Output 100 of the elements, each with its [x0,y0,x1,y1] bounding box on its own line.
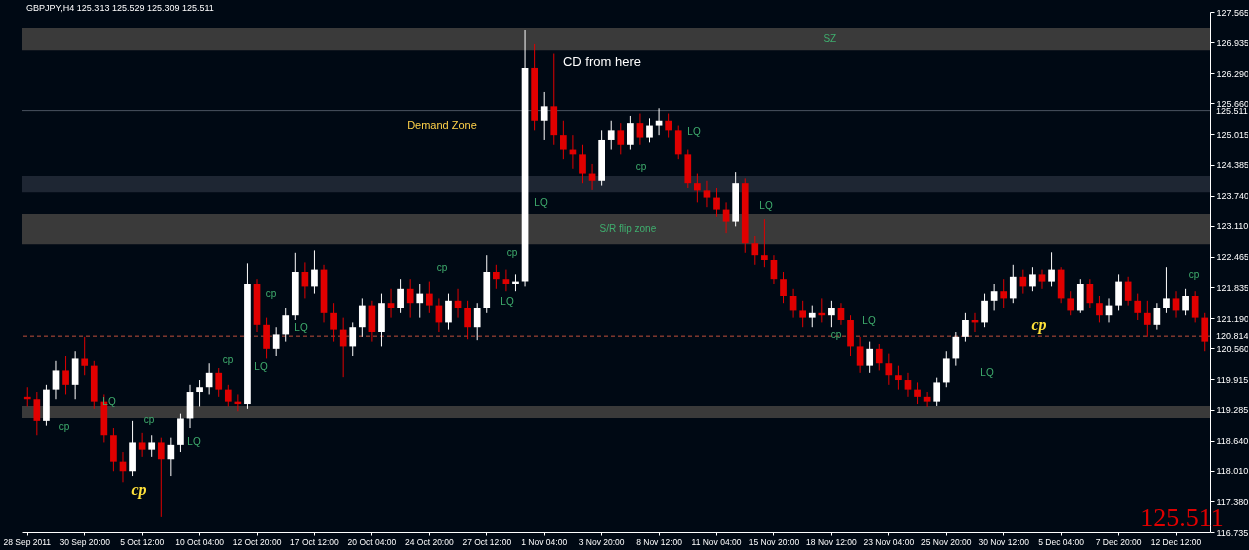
candlestick [492,264,500,290]
annotation: cp [1188,269,1200,280]
annotation: cp [506,247,518,258]
annotation: LQ [500,296,514,307]
candlestick [722,201,730,234]
candlestick [837,302,845,326]
candlestick [1182,288,1189,316]
y-tick-label: 123.740 [1216,191,1249,202]
candlestick [636,113,644,146]
candlestick [990,283,998,311]
x-tick-label: 12 Oct 20:00 [232,536,282,547]
x-tick-label: 23 Nov 04:00 [863,536,915,547]
annotation: CD from here [562,54,642,69]
x-tick-label: 5 Dec 04:00 [1038,536,1085,547]
candlestick [205,362,213,395]
annotation: cp [436,262,448,273]
y-tick-label: 126.290 [1216,68,1249,79]
candlestick [330,302,337,343]
candlestick [962,312,969,343]
x-tick-label: 11 Nov 04:00 [691,536,742,547]
candlestick [952,331,960,367]
candlestick [627,115,634,151]
y-tick-label: 121.190 [1216,313,1249,324]
annotation: LQ [294,322,308,333]
candlestick [694,173,701,203]
candlestick [981,293,988,328]
candlestick [1163,266,1170,314]
y-tick-label: 116.735 [1216,527,1249,538]
y-tick-label: 125.660 [1216,98,1249,109]
candlestick [397,278,404,314]
x-tick-label: 28 Sep 2011 [3,536,52,547]
candlestick [196,379,203,407]
candlestick [33,391,41,436]
y-tick-label: 117.380 [1216,496,1249,507]
candlestick [349,321,357,357]
candlestick [263,317,270,359]
y-tick-label: 126.935 [1216,37,1249,48]
candlestick [761,218,768,268]
candlestick [923,391,931,408]
ref-line-label: 120.814 [1216,331,1249,342]
candlestick [856,336,864,374]
y-tick-label: 122.465 [1216,252,1249,263]
annotation: LQ [980,367,994,378]
annotation: cp [265,288,277,299]
chart-title: GBPJPY,H4 125.313 125.529 125.309 125.511 [26,3,214,13]
candlestick [52,360,60,400]
candlestick [425,281,433,314]
annotation: LQ [687,126,701,137]
y-tick-label: 124.385 [1216,160,1249,171]
x-tick-label: 12 Dec 12:00 [1150,536,1202,547]
candlestick [1000,278,1008,309]
candlestick [942,350,950,388]
candlestick [215,367,223,398]
candlestick [1038,269,1046,290]
y-tick-label: 127.565 [1216,7,1249,18]
annotation: LQ [254,361,268,372]
x-tick-label: 17 Oct 12:00 [290,536,340,547]
annotation: cp [58,421,70,432]
candlestick [933,377,941,407]
y-tick-label: 125.015 [1216,129,1249,140]
annotation: cp [131,481,147,499]
y-tick-label: 121.835 [1216,282,1249,293]
annotation: cp [830,329,842,340]
candlestick [895,365,902,391]
candlestick [272,326,280,357]
x-tick-label: 3 Nov 20:00 [578,536,625,547]
x-tick-label: 8 Nov 12:00 [636,536,683,547]
candlestick [502,269,510,292]
candlestick [406,278,414,319]
candlestick [1009,264,1017,304]
candlestick [713,187,720,218]
candlestick [311,249,318,295]
x-tick-label: 5 Oct 12:00 [120,536,165,547]
y-tick-label: 118.640 [1216,436,1249,447]
candlestick [81,336,89,376]
candlestick [1029,266,1036,292]
candlestick [1048,251,1055,287]
candlestick [780,271,787,304]
candlestick [148,434,156,458]
annotation: Demand Zone [407,119,477,131]
candlestick [540,91,548,141]
candlestick [1191,290,1199,323]
candlestick [655,107,663,136]
x-tick-label: 30 Sep 20:00 [59,536,111,547]
candlestick [1019,269,1027,295]
candlestick [579,144,586,184]
candlestick [808,305,816,328]
annotation: LQ [534,197,548,208]
candlestick [445,293,452,331]
candlestick [751,235,759,266]
y-tick-label: 119.285 [1216,405,1249,416]
annotation: LQ [862,315,876,326]
x-tick-label: 25 Nov 20:00 [920,536,972,547]
x-tick-label: 7 Dec 20:00 [1095,536,1142,547]
candlestick [607,120,615,151]
candlestick [339,317,347,378]
candlestick [157,437,165,518]
candlestick [1143,300,1151,338]
candlestick [1124,276,1132,307]
band-label: S/R flip zone [599,223,657,235]
